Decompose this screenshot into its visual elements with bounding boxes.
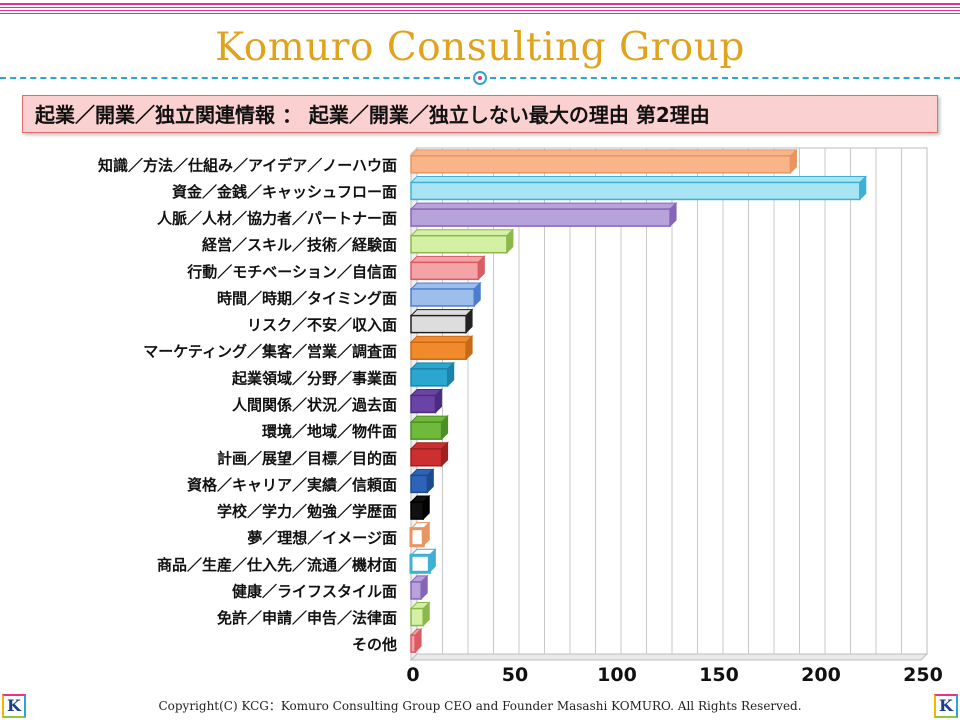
x-tick-label: 200 — [801, 664, 841, 686]
category-label: リスク／不安／収入面 — [247, 316, 397, 334]
bar-front-face — [410, 634, 416, 653]
kcg-logo-left: K — [2, 694, 26, 718]
bar-10 — [409, 388, 443, 414]
bar-front-face — [410, 607, 424, 627]
bar-front-face — [410, 314, 467, 334]
x-tick-label: 50 — [502, 664, 528, 686]
bar-7 — [409, 308, 474, 334]
kcg-logo-right: K — [934, 694, 958, 718]
bar-1 — [409, 148, 798, 175]
bar-16 — [409, 548, 437, 574]
slide-heading: 起業／開業／独立関連情報 ： 起業／開業／独立しない最大の理由 第2理由 — [22, 95, 938, 133]
bar-14 — [409, 494, 431, 521]
bar-top-face — [409, 362, 455, 370]
bar-front-face — [410, 234, 508, 254]
bar-front-face — [410, 448, 443, 467]
category-label: 起業領域／分野／事業面 — [231, 369, 397, 387]
category-label: 環境／地域／物件面 — [262, 423, 397, 441]
bar-front-face — [410, 368, 449, 387]
title-divider-left — [0, 77, 470, 79]
bar-top-face — [409, 335, 474, 343]
chart-x-ticks: 0 50 100 150 200 250 — [406, 664, 942, 686]
plot-floor — [409, 653, 929, 661]
bar-8 — [409, 335, 474, 361]
bar-front-face — [410, 181, 861, 201]
bar-17 — [409, 574, 429, 601]
category-label: 資金／金銭／キャッシュフロー面 — [172, 183, 397, 201]
bar-front-face — [410, 474, 429, 494]
bar-top-face — [409, 202, 678, 210]
bar-9 — [409, 361, 455, 388]
bar-19 — [409, 627, 423, 654]
x-tick-label: 150 — [699, 664, 739, 686]
bar-chart: 知識／方法／仕組み／アイデア／ノーハウ面資金／金銭／キャッシュフロー面人脈／人材… — [98, 146, 943, 686]
x-tick-label: 0 — [406, 664, 419, 686]
bar-front-face — [410, 501, 424, 520]
category-label: 経営／スキル／技術／経験面 — [202, 236, 397, 254]
category-label: 計画／展望／目標／目的面 — [217, 449, 397, 467]
bar-11 — [409, 414, 449, 441]
brand-title: Komuro Consulting Group — [215, 25, 745, 70]
footer-copyright: Copyright(C) KCG：Komuro Consulting Group… — [158, 699, 802, 713]
bar-top-face — [409, 229, 515, 237]
category-label: 免許／申請／申告／法律面 — [217, 609, 397, 627]
chart-category-labels: 知識／方法／仕組み／アイデア／ノーハウ面資金／金銭／キャッシュフロー面人脈／人材… — [98, 156, 397, 653]
category-label: 夢／理想／イメージ面 — [247, 529, 397, 547]
x-tick-label: 250 — [903, 664, 943, 686]
bar-front-face — [410, 155, 792, 174]
bar-front-face — [410, 288, 475, 307]
category-label: マーケティング／集客／営業／調査面 — [143, 343, 397, 361]
bar-front-face — [409, 527, 425, 548]
bar-front-face — [410, 581, 422, 600]
bar-top-face — [409, 175, 868, 183]
bar-front-face — [410, 208, 671, 227]
divider-ornament-icon — [473, 71, 487, 85]
top-decorative-band — [0, 0, 960, 18]
category-label: 資格／キャリア／実績／信頼面 — [187, 476, 397, 494]
bar-top-face — [409, 149, 798, 157]
footer-bar — [0, 692, 960, 720]
bar-top-face — [409, 282, 482, 290]
bar-2 — [409, 175, 868, 201]
bar-front-face — [410, 421, 443, 440]
bar-front-face — [410, 341, 467, 360]
bar-12 — [409, 441, 449, 467]
category-label: 人間関係／状況／過去面 — [232, 396, 397, 414]
category-label: 人脈／人材／協力者／パートナー面 — [157, 210, 397, 228]
category-label: 学校／学力／勉強／学歴面 — [217, 503, 397, 521]
title-divider-right — [490, 77, 960, 79]
bar-18 — [409, 601, 431, 627]
bar-front-face — [410, 261, 480, 281]
chart-bars — [409, 148, 868, 654]
category-label: その他 — [352, 636, 397, 654]
bar-front-face — [409, 553, 431, 574]
bar-4 — [409, 228, 515, 254]
bar-front-face — [410, 394, 437, 414]
bar-3 — [409, 201, 678, 228]
category-label: 行動／モチベーション／自信面 — [186, 263, 397, 281]
x-tick-label: 100 — [597, 664, 637, 686]
bar-top-face — [409, 309, 474, 317]
bar-13 — [409, 468, 435, 494]
category-label: 商品／生産／仕入先／流通／機材面 — [157, 556, 397, 574]
bar-5 — [409, 255, 486, 281]
category-label: 健康／ライフスタイル面 — [232, 582, 397, 600]
bar-15 — [409, 521, 431, 548]
category-label: 知識／方法／仕組み／アイデア／ノーハウ面 — [98, 156, 397, 174]
bar-top-face — [409, 255, 486, 263]
bar-6 — [409, 281, 482, 308]
category-label: 時間／時期／タイミング面 — [217, 289, 397, 307]
